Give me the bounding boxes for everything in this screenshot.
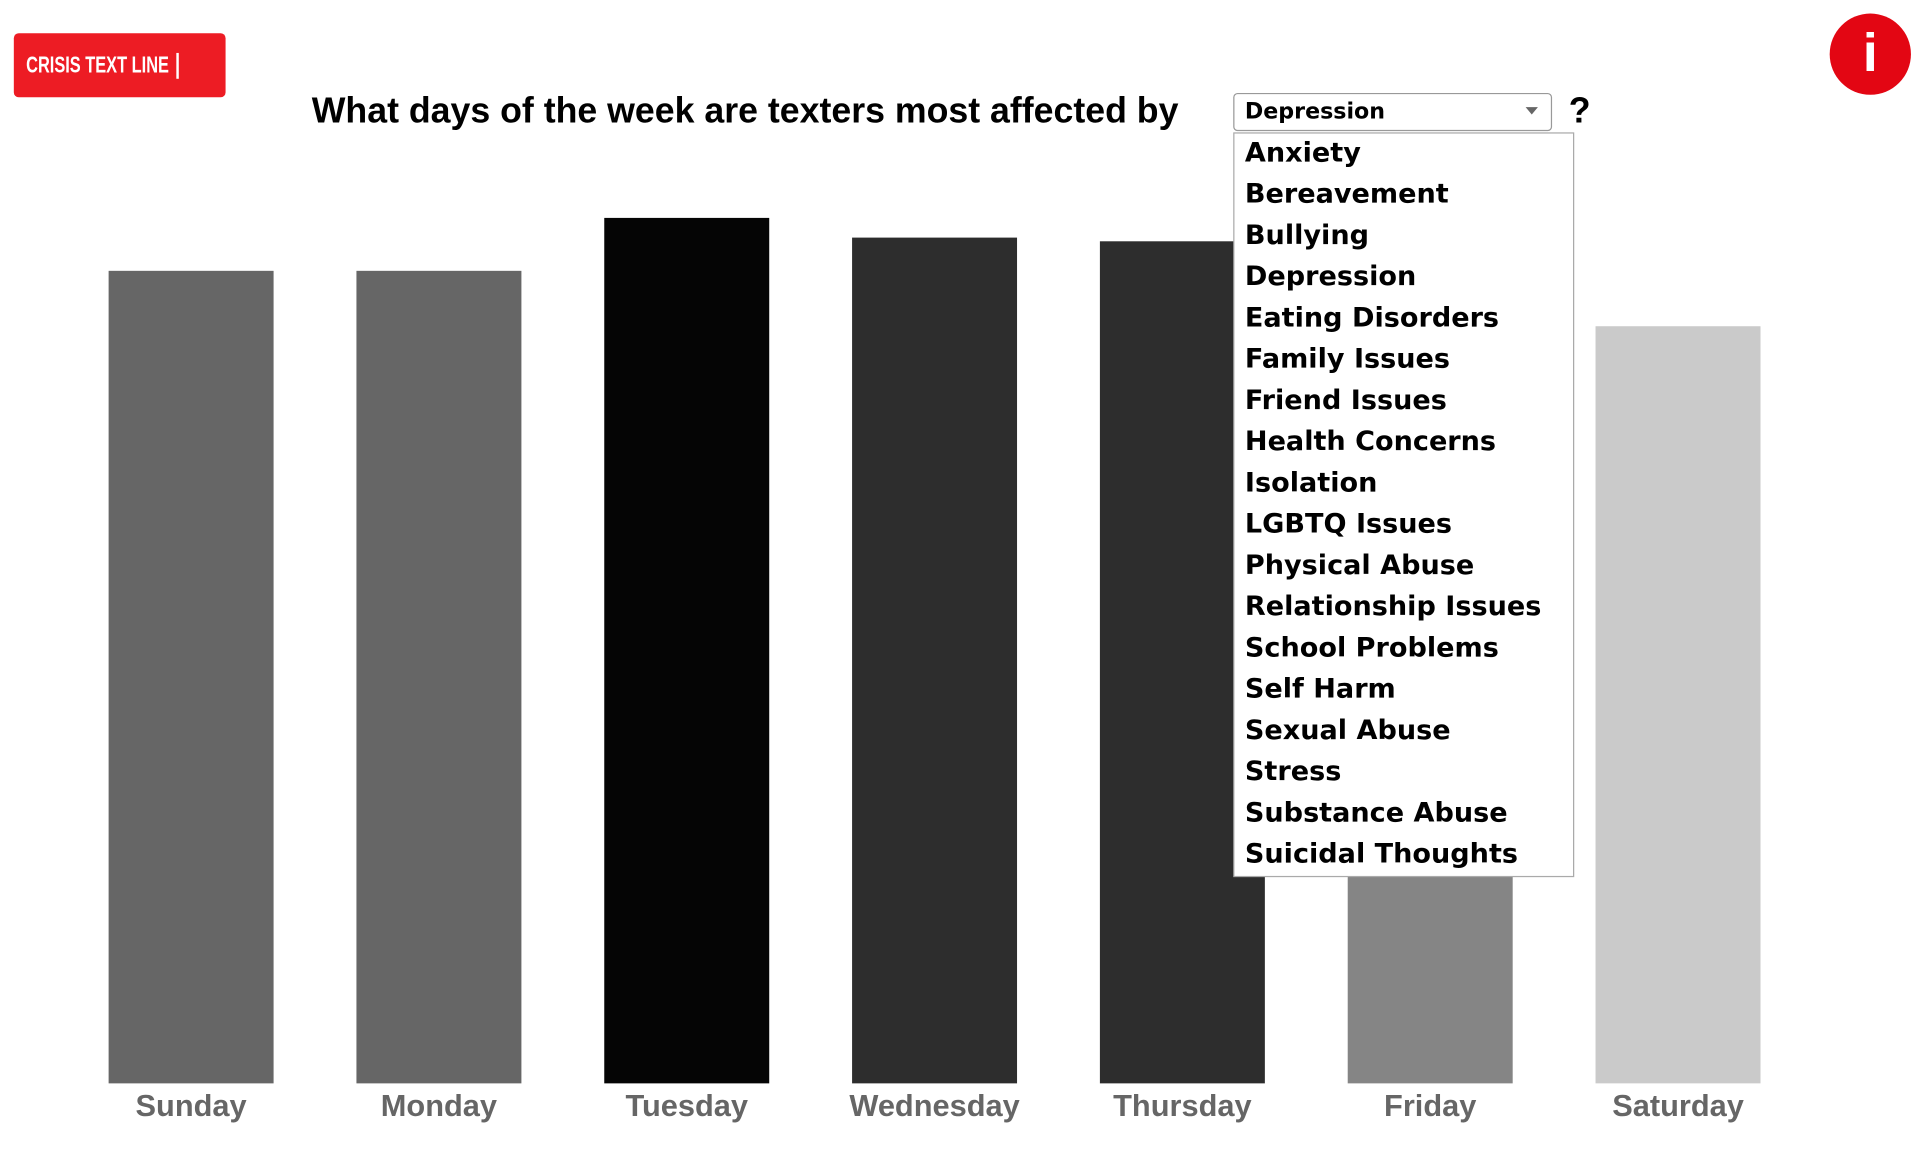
bar[interactable] xyxy=(852,237,1018,1084)
dropdown-option[interactable]: School Problems xyxy=(1245,632,1499,663)
x-tick-label: Sunday xyxy=(136,1088,247,1123)
dropdown-option[interactable]: Relationship Issues xyxy=(1245,591,1541,622)
bar[interactable] xyxy=(604,217,770,1084)
dropdown-option[interactable]: Substance Abuse xyxy=(1245,797,1508,828)
dropdown-option[interactable]: Family Issues xyxy=(1245,344,1450,375)
x-tick-label: Wednesday xyxy=(849,1088,1019,1123)
bar[interactable] xyxy=(1595,326,1761,1084)
question-mark: ? xyxy=(1569,91,1591,131)
x-tick-label: Tuesday xyxy=(625,1088,748,1123)
dropdown-option[interactable]: Suicidal Thoughts xyxy=(1245,838,1518,869)
selected-option: Depression xyxy=(1245,99,1385,125)
dropdown-option[interactable]: LGBTQ Issues xyxy=(1245,509,1452,540)
dropdown-option[interactable]: Sexual Abuse xyxy=(1245,715,1451,746)
select-arrow xyxy=(1525,107,1538,115)
bar[interactable] xyxy=(108,270,274,1084)
dropdown-option[interactable]: Anxiety xyxy=(1245,137,1361,168)
dropdown-option[interactable]: Friend Issues xyxy=(1245,385,1447,416)
logo-text: CRISIS TEXT LINE xyxy=(26,52,169,78)
bar[interactable] xyxy=(356,270,522,1084)
x-tick-label: Monday xyxy=(381,1088,497,1123)
dropdown-option[interactable]: Depression xyxy=(1245,261,1416,292)
x-tick-label: Thursday xyxy=(1113,1088,1251,1123)
x-tick-label: Friday xyxy=(1384,1088,1476,1123)
info-button[interactable] xyxy=(1829,13,1911,95)
dropdown-option[interactable]: Health Concerns xyxy=(1245,426,1496,457)
question: What days of the week are texters most a… xyxy=(312,91,1179,131)
dropdown-option[interactable]: Physical Abuse xyxy=(1245,550,1474,581)
option-list xyxy=(1233,132,1575,878)
dropdown-option[interactable]: Bullying xyxy=(1245,220,1369,251)
dropdown-option[interactable]: Isolation xyxy=(1245,467,1377,498)
x-tick-label: Saturday xyxy=(1612,1088,1744,1123)
logo[interactable] xyxy=(13,33,226,98)
dropdown-option[interactable]: Bereavement xyxy=(1245,179,1449,210)
dropdown-option[interactable]: Stress xyxy=(1245,756,1341,787)
info-icon: i xyxy=(1863,23,1878,83)
select-box[interactable] xyxy=(1233,92,1553,132)
dropdown: Depression Anxiety Bereavement Bullying Dep… xyxy=(1233,92,1575,878)
dropdown-option[interactable]: Self Harm xyxy=(1245,674,1396,705)
dropdown-option[interactable]: Eating Disorders xyxy=(1245,302,1499,333)
